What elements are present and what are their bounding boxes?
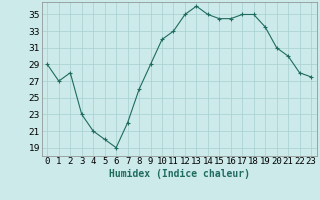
X-axis label: Humidex (Indice chaleur): Humidex (Indice chaleur) <box>109 169 250 179</box>
